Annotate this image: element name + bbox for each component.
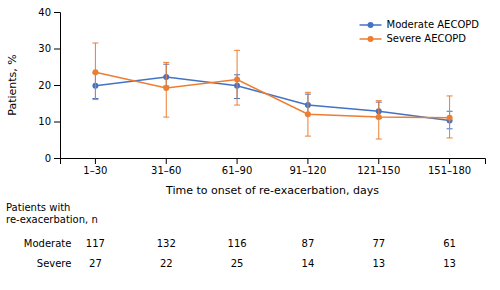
table-row-label: Severe: [37, 258, 72, 269]
table-header-line: Patients with: [6, 202, 70, 213]
x-tick-label: 1–30: [83, 165, 107, 176]
x-axis-line: [61, 159, 486, 165]
point: [163, 85, 169, 91]
x-tick: 61–90: [222, 158, 252, 176]
x-tick-mark: [449, 158, 450, 164]
y-tick-mark: [54, 158, 60, 159]
table-cell: 25: [231, 258, 244, 269]
x-tick-label: 121–150: [357, 165, 400, 176]
table-cell: 87: [302, 238, 315, 249]
x-tick-mark: [307, 158, 308, 164]
y-tick: 30: [38, 43, 60, 54]
y-tick-mark: [54, 49, 60, 50]
table-header-line: re-exacerbation, n: [6, 214, 98, 225]
series: [92, 64, 452, 129]
y-tick-label: 20: [38, 80, 51, 91]
y-tick-label: 30: [38, 43, 51, 54]
point: [234, 77, 240, 83]
x-tick: 31–60: [151, 158, 181, 176]
chart: 0 10 20 30 40 1–30 31–60 61–90 91–120 121–150 151–…: [0, 0, 500, 290]
y-tick: 0: [45, 153, 60, 164]
y-axis-line: [54, 13, 61, 159]
table-cell: 117: [86, 238, 105, 249]
legend-marker: [368, 22, 374, 28]
x-tick: 151–180: [428, 158, 471, 176]
y-tick: 20: [38, 80, 60, 91]
x-tick-mark: [237, 158, 238, 164]
y-tick-label: 10: [38, 116, 51, 127]
table-row-label: Moderate: [24, 238, 72, 249]
x-tick: 1–30: [83, 158, 107, 176]
legend-item: Moderate AECOPD: [360, 19, 480, 30]
x-tick-mark: [378, 158, 379, 164]
x-tick-label: 151–180: [428, 165, 471, 176]
legend-label: Moderate AECOPD: [387, 19, 480, 30]
table-cell: 27: [89, 258, 102, 269]
error-bar: [92, 43, 98, 100]
table-cell: 132: [157, 238, 176, 249]
point: [376, 114, 382, 120]
error-bar: [447, 96, 453, 138]
x-axis: 1–30 31–60 61–90 91–120 121–150 151–180: [61, 158, 486, 176]
x-tick-mark: [95, 158, 96, 164]
error-bar: [163, 62, 169, 117]
point: [92, 69, 98, 75]
legend-label: Severe AECOPD: [387, 33, 467, 44]
y-axis-title: Patients, %: [6, 54, 19, 115]
legend: Moderate AECOPD Severe AECOPD: [360, 19, 480, 44]
table: Patients withre-exacerbation, n Moderate 1…: [6, 202, 456, 269]
table-header: Patients withre-exacerbation, n: [6, 202, 98, 225]
series: [92, 43, 452, 139]
error-bar: [305, 92, 311, 136]
table-cell: 116: [228, 238, 247, 249]
table-cell: 61: [443, 238, 456, 249]
y-tick-mark: [54, 12, 60, 13]
plot-marks: [92, 43, 452, 139]
table-cell: 13: [372, 258, 385, 269]
x-tick-mark: [166, 158, 167, 164]
legend-marker: [368, 36, 374, 42]
y-tick-mark: [54, 85, 60, 86]
x-axis-title: Time to onset of re-exacerbation, days: [165, 184, 379, 197]
point: [447, 115, 453, 121]
x-tick-label: 91–120: [290, 165, 327, 176]
y-tick-label: 40: [38, 7, 51, 18]
table-cell: 77: [372, 238, 385, 249]
x-tick-label: 31–60: [151, 165, 181, 176]
y-axis: 0 10 20 30 40: [38, 7, 60, 164]
x-tick-label: 61–90: [222, 165, 252, 176]
y-tick: 40: [38, 7, 60, 18]
y-tick-label: 0: [45, 153, 51, 164]
table-cell: 13: [443, 258, 456, 269]
error-bar: [376, 101, 382, 139]
table-cell: 14: [302, 258, 315, 269]
y-tick: 10: [38, 116, 60, 127]
point: [305, 111, 311, 117]
error-bar: [234, 50, 240, 105]
series-line: [95, 72, 449, 118]
x-tick: 121–150: [357, 158, 400, 176]
legend-item: Severe AECOPD: [360, 33, 467, 44]
x-tick: 91–120: [290, 158, 327, 176]
table-cell: 22: [160, 258, 173, 269]
y-tick-mark: [54, 122, 60, 123]
